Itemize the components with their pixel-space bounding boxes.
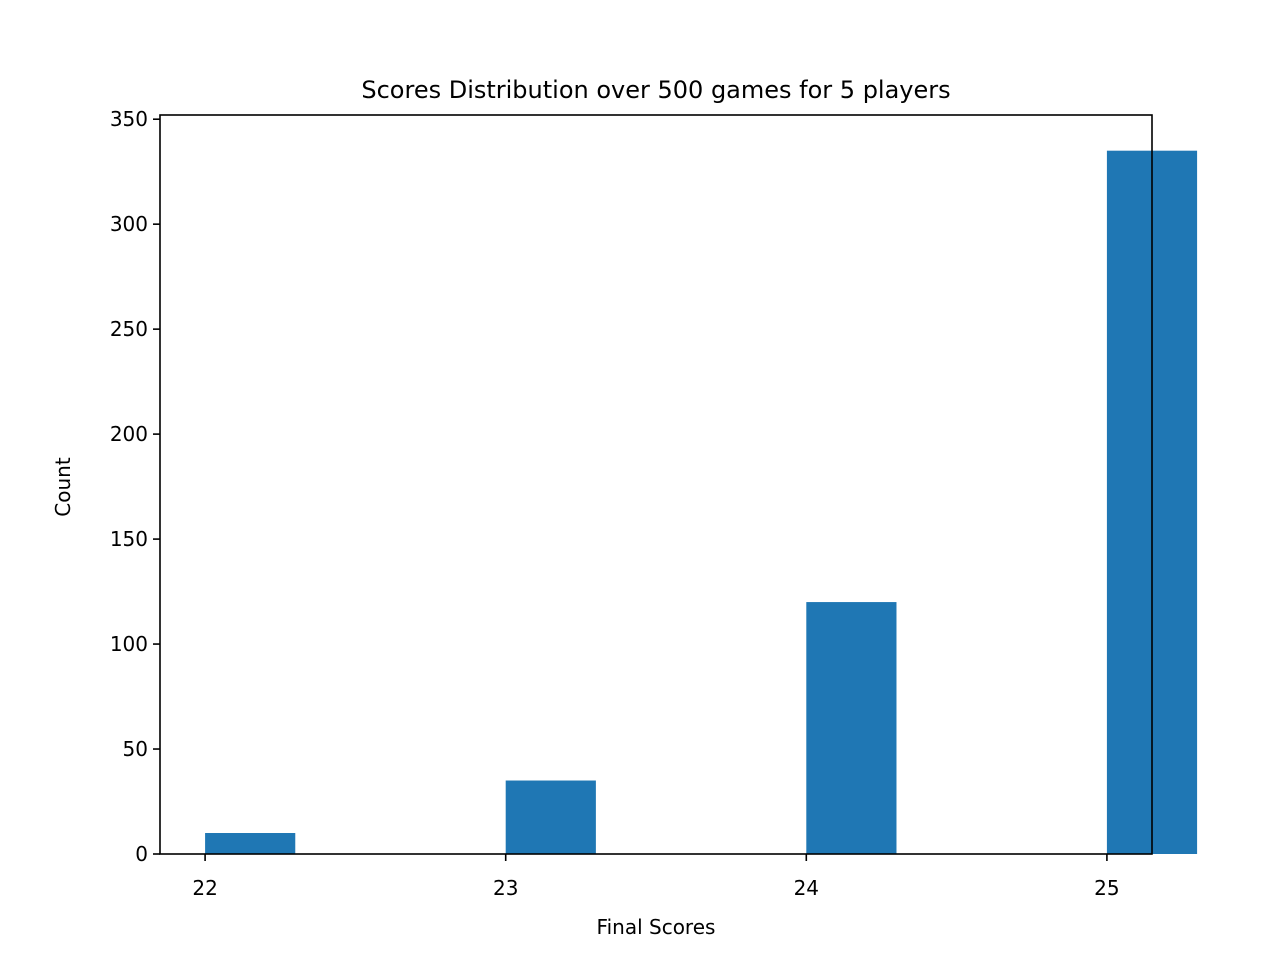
y-tick-label: 300: [110, 212, 148, 236]
x-tick-label: 22: [192, 876, 217, 900]
y-axis-ticks: 0 50 100 150 200 250 300 350: [110, 107, 160, 866]
y-tick-label: 0: [135, 842, 148, 866]
y-tick-label: 250: [110, 317, 148, 341]
bar-score-23: [505, 780, 596, 854]
bar-score-24: [806, 602, 897, 854]
y-tick-label: 200: [110, 422, 148, 446]
x-tick-label: 23: [493, 876, 518, 900]
bar-score-22: [205, 833, 296, 854]
y-tick-label: 150: [110, 527, 148, 551]
x-tick-label: 24: [794, 876, 819, 900]
y-tick-label: 100: [110, 632, 148, 656]
y-axis-label: Count: [51, 457, 75, 517]
x-tick-label: 25: [1094, 876, 1119, 900]
x-axis-ticks: 22 23 24 25: [192, 854, 1120, 900]
x-axis-label: Final Scores: [597, 915, 716, 939]
y-tick-label: 50: [123, 737, 148, 761]
chart-title: Scores Distribution over 500 games for 5…: [361, 76, 950, 104]
plot-area-frame: [159, 114, 1153, 855]
y-tick-label: 350: [110, 107, 148, 131]
